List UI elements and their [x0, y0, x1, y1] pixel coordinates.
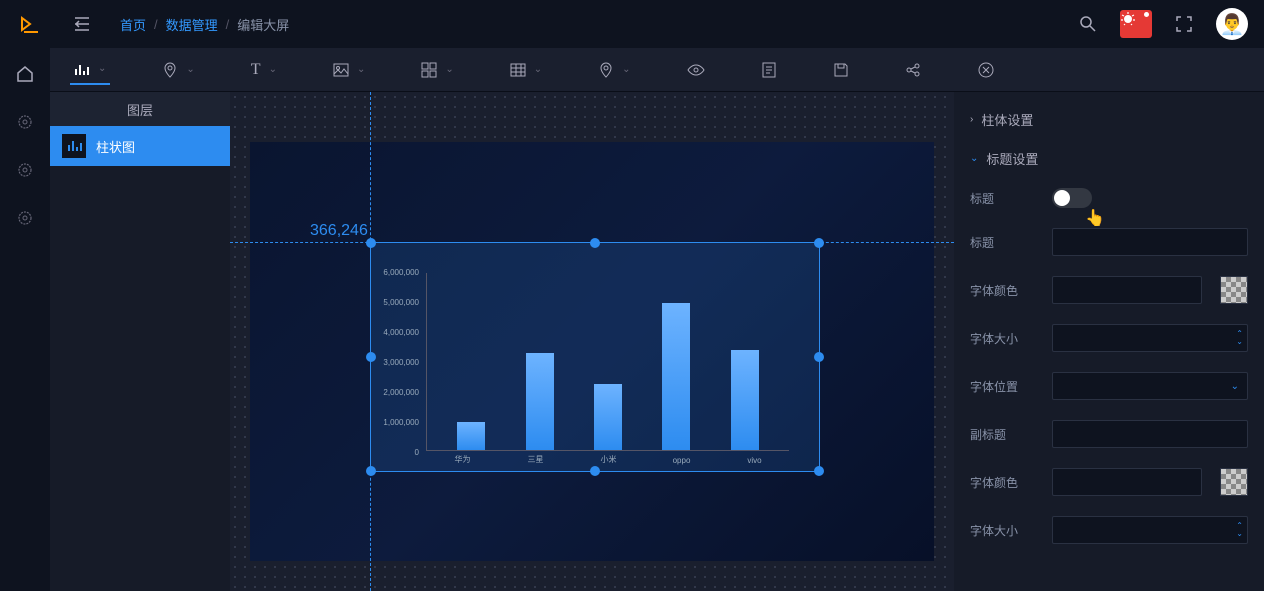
tool-table[interactable]: ⌄: [506, 56, 546, 84]
tool-notes-icon[interactable]: [757, 56, 781, 84]
prop-label: 副标题: [970, 426, 1040, 443]
breadcrumb-edit: 编辑大屏: [237, 15, 289, 34]
breadcrumb-home[interactable]: 首页: [120, 15, 146, 34]
color-swatch[interactable]: [1220, 276, 1248, 304]
font-size-input[interactable]: ⌃⌄: [1052, 324, 1248, 352]
prop-label: 字体位置: [970, 378, 1040, 395]
fullscreen-icon[interactable]: [1170, 10, 1198, 38]
font-color-input[interactable]: [1052, 276, 1202, 304]
subtitle-input[interactable]: [1052, 420, 1248, 448]
section-column-settings[interactable]: ›柱体设置: [954, 100, 1264, 139]
color-swatch[interactable]: [1220, 468, 1248, 496]
app-logo[interactable]: [16, 10, 44, 38]
tool-save-icon[interactable]: [829, 56, 853, 84]
tool-component[interactable]: ⌄: [417, 56, 457, 84]
prop-label: 标题: [970, 190, 1040, 207]
rail-gear-icon-3[interactable]: [15, 208, 35, 228]
prop-label: 字体大小: [970, 522, 1040, 539]
tool-chart[interactable]: ⌄: [70, 55, 110, 85]
layers-title: 图层: [50, 92, 230, 126]
collapse-menu-icon[interactable]: [68, 10, 96, 38]
section-title-settings[interactable]: ⌄标题设置: [954, 139, 1264, 178]
layer-item-barchart[interactable]: 柱状图: [50, 126, 230, 166]
rail-home-icon[interactable]: [15, 64, 35, 84]
bug-button[interactable]: [1120, 10, 1152, 38]
tool-share-icon[interactable]: [901, 56, 925, 84]
tool-map2[interactable]: ⌄: [594, 56, 634, 84]
layer-item-label: 柱状图: [96, 137, 135, 156]
font-pos-select[interactable]: ⌄: [1052, 372, 1248, 400]
avatar[interactable]: 👨‍💼: [1216, 8, 1248, 40]
selected-element[interactable]: 6,000,0005,000,0004,000,0003,000,0002,00…: [370, 242, 820, 472]
prop-label: 字体大小: [970, 330, 1040, 347]
rail-gear-icon-2[interactable]: [15, 160, 35, 180]
bar-chart-icon: [62, 134, 86, 158]
bar-chart: 6,000,0005,000,0004,000,0003,000,0002,00…: [371, 243, 819, 471]
font-color2-input[interactable]: [1052, 468, 1202, 496]
prop-label: 字体颜色: [970, 282, 1040, 299]
coord-label: 366,246: [310, 222, 368, 240]
breadcrumb: 首页 / 数据管理 / 编辑大屏: [120, 15, 289, 34]
tool-preview-icon[interactable]: [683, 55, 709, 85]
tool-image[interactable]: ⌄: [329, 56, 369, 84]
canvas[interactable]: 366,246 6,000,0005,000,0004,000,0003,000…: [230, 92, 954, 591]
tool-map[interactable]: ⌄: [158, 56, 198, 84]
title-toggle[interactable]: [1052, 188, 1092, 208]
rail-gear-icon[interactable]: [15, 112, 35, 132]
prop-label: 字体颜色: [970, 474, 1040, 491]
font-size2-input[interactable]: ⌃⌄: [1052, 516, 1248, 544]
breadcrumb-data[interactable]: 数据管理: [166, 15, 218, 34]
search-icon[interactable]: [1074, 10, 1102, 38]
title-input[interactable]: [1052, 228, 1248, 256]
tool-text[interactable]: T⌄: [247, 55, 281, 85]
tool-close-icon[interactable]: [973, 55, 999, 85]
prop-label: 标题: [970, 234, 1040, 251]
